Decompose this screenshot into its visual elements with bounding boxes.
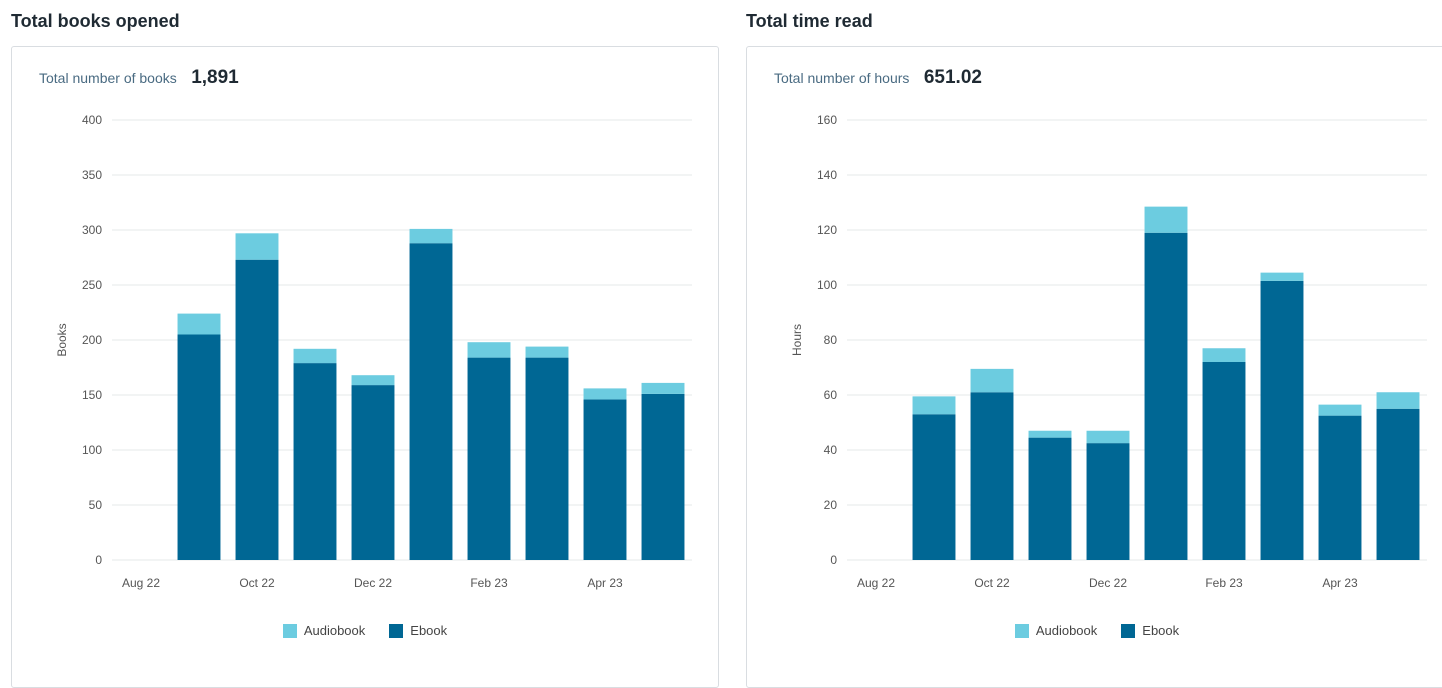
bar-audiobook-sep-22[interactable] (912, 396, 956, 415)
y-axis-label: Books (55, 323, 69, 356)
y-tick-label: 350 (82, 168, 102, 182)
books-legend: Audiobook Ebook (12, 623, 718, 638)
x-tick-label: Aug 22 (122, 576, 160, 590)
y-tick-label: 250 (82, 278, 102, 292)
x-tick-label: Dec 22 (1089, 576, 1127, 590)
time-chart: 0 20 40 60 80 100 120 140 160 Hours Aug 22 Oct 22 De… (790, 113, 1427, 590)
bar-audiobook-oct-22[interactable] (970, 368, 1014, 393)
books-chart-panel: Total number of books 1,891 0 50 100 150 200… (11, 46, 719, 688)
y-tick-label: 150 (82, 388, 102, 402)
x-tick-label: Apr 23 (1322, 576, 1358, 590)
audiobook-swatch (282, 623, 297, 638)
time-legend-ebook[interactable]: Ebook (1121, 623, 1179, 638)
y-tick-label: 60 (824, 388, 838, 402)
time-summary: Total number of hours 651.02 (774, 67, 982, 89)
bar-ebook-apr-23[interactable] (1318, 415, 1362, 560)
y-axis-label: Hours (790, 324, 804, 356)
y-tick-label: 100 (82, 443, 102, 457)
ebook-swatch (1121, 623, 1136, 638)
bar-audiobook-may-23[interactable] (641, 382, 685, 394)
books-section-title: Total books opened (11, 11, 180, 31)
bar-ebook-may-23[interactable] (1376, 408, 1420, 560)
bar-ebook-feb-23[interactable] (1202, 362, 1246, 560)
y-tick-label: 120 (817, 223, 837, 237)
bar-audiobook-jan-23[interactable] (409, 228, 453, 244)
books-summary: Total number of books 1,891 (39, 67, 239, 89)
y-tick-label: 20 (824, 498, 838, 512)
books-summary-value: 1,891 (191, 67, 239, 88)
bar-ebook-sep-22[interactable] (912, 414, 956, 560)
x-tick-label: Oct 22 (974, 576, 1010, 590)
legend-audiobook-label: Audiobook (303, 623, 366, 638)
time-legend-audiobook[interactable]: Audiobook (1014, 623, 1098, 638)
legend-audiobook-label: Audiobook (1035, 623, 1098, 638)
y-tick-label: 50 (89, 498, 103, 512)
books-summary-label: Total number of books (39, 70, 177, 86)
y-tick-label: 160 (817, 113, 837, 127)
time-section-title: Total time read (746, 11, 873, 31)
y-tick-label: 200 (82, 333, 102, 347)
x-tick-label: Feb 23 (470, 576, 508, 590)
bar-ebook-oct-22[interactable] (235, 259, 279, 560)
bar-audiobook-apr-23[interactable] (583, 388, 627, 400)
bar-audiobook-nov-22[interactable] (1028, 430, 1072, 438)
y-tick-label: 0 (830, 553, 837, 567)
time-legend: Audiobook Ebook (747, 623, 1442, 638)
x-tick-label: Dec 22 (354, 576, 392, 590)
y-tick-label: 100 (817, 278, 837, 292)
legend-ebook-label: Ebook (1142, 623, 1180, 638)
bar-audiobook-may-23[interactable] (1376, 392, 1420, 409)
bar-audiobook-nov-22[interactable] (293, 348, 337, 364)
books-legend-audiobook[interactable]: Audiobook (282, 623, 366, 638)
y-tick-label: 80 (824, 333, 838, 347)
bar-ebook-jan-23[interactable] (1144, 232, 1188, 560)
bar-audiobook-oct-22[interactable] (235, 233, 279, 260)
bar-audiobook-mar-23[interactable] (1260, 272, 1304, 281)
legend-ebook-label: Ebook (410, 623, 448, 638)
time-summary-label: Total number of hours (774, 70, 910, 86)
bar-audiobook-feb-23[interactable] (467, 342, 511, 358)
bar-ebook-nov-22[interactable] (1028, 437, 1072, 560)
bar-audiobook-sep-22[interactable] (177, 313, 221, 335)
bar-ebook-dec-22[interactable] (1086, 443, 1130, 560)
bar-ebook-jan-23[interactable] (409, 243, 453, 560)
bar-audiobook-mar-23[interactable] (525, 346, 569, 358)
bar-ebook-nov-22[interactable] (293, 363, 337, 560)
y-tick-label: 0 (95, 553, 102, 567)
bar-ebook-feb-23[interactable] (467, 357, 511, 560)
x-tick-label: Feb 23 (1205, 576, 1243, 590)
bar-audiobook-apr-23[interactable] (1318, 404, 1362, 416)
books-chart: 0 50 100 150 200 250 300 350 400 Books Aug 22 Oct 2… (55, 113, 692, 590)
ebook-swatch (389, 623, 404, 638)
bar-ebook-sep-22[interactable] (177, 334, 221, 561)
y-tick-label: 400 (82, 113, 102, 127)
bar-audiobook-jan-23[interactable] (1144, 206, 1188, 233)
x-tick-label: Apr 23 (587, 576, 623, 590)
books-legend-ebook[interactable]: Ebook (389, 623, 447, 638)
time-summary-value: 651.02 (923, 67, 982, 88)
y-tick-label: 140 (817, 168, 837, 182)
bar-ebook-dec-22[interactable] (351, 385, 395, 560)
bar-ebook-may-23[interactable] (641, 393, 685, 560)
bar-ebook-mar-23[interactable] (525, 357, 569, 560)
bar-ebook-apr-23[interactable] (583, 399, 627, 560)
y-tick-label: 300 (82, 223, 102, 237)
audiobook-swatch (1014, 623, 1029, 638)
y-tick-label: 40 (824, 443, 838, 457)
bar-audiobook-dec-22[interactable] (351, 375, 395, 386)
bar-audiobook-feb-23[interactable] (1202, 348, 1246, 362)
x-tick-label: Oct 22 (239, 576, 275, 590)
x-tick-label: Aug 22 (857, 576, 895, 590)
bar-ebook-oct-22[interactable] (970, 392, 1014, 560)
bar-audiobook-dec-22[interactable] (1086, 430, 1130, 444)
time-chart-panel: Total number of hours 651.02 0 20 40 60 80 10… (746, 46, 1442, 688)
bar-ebook-mar-23[interactable] (1260, 280, 1304, 560)
